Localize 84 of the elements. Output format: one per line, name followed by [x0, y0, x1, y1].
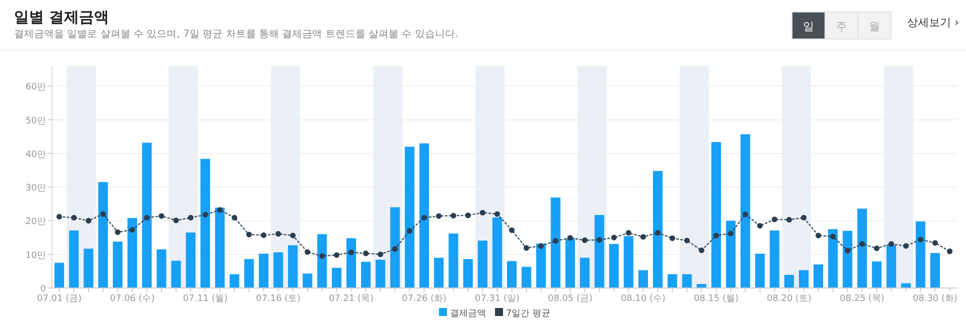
bar	[798, 270, 809, 288]
x-tick-label: 07.06 (수)	[110, 294, 155, 304]
bar	[638, 270, 648, 288]
x-tick-label: 07.26 (화)	[402, 294, 447, 304]
bar	[258, 254, 268, 288]
y-tick-label: 0	[40, 284, 46, 294]
bar	[550, 198, 560, 288]
text: 월	[869, 20, 880, 33]
bar	[857, 208, 867, 288]
bar	[522, 266, 532, 288]
bar	[127, 218, 138, 288]
x-tick-label: 08.05 (금)	[548, 294, 593, 304]
bar	[288, 245, 298, 288]
bar	[872, 261, 882, 288]
bar	[200, 158, 210, 288]
x-tick-label: 07.01 (금)	[36, 294, 82, 304]
bar	[332, 268, 342, 288]
bar	[404, 146, 414, 288]
x-tick-label: 08.10 (수)	[620, 294, 666, 304]
bar	[740, 134, 750, 288]
y-tick-label: 20만	[26, 217, 46, 228]
bar	[390, 207, 400, 288]
bar	[594, 215, 604, 288]
bar	[448, 234, 458, 288]
bar	[609, 244, 619, 288]
bar	[930, 253, 940, 288]
bar	[726, 220, 736, 288]
bar	[156, 249, 166, 288]
text: 일	[803, 20, 814, 33]
bar	[171, 260, 181, 288]
text: 상세보기 ›	[907, 16, 959, 29]
x-tick-label: 07.21 (목)	[328, 294, 374, 304]
bar	[580, 258, 590, 288]
bar	[346, 238, 356, 288]
bar	[916, 221, 926, 288]
bar	[419, 143, 430, 288]
x-tick-label: 07.11 (월)	[182, 294, 228, 304]
bar	[98, 182, 108, 288]
y-tick-label: 30만	[26, 184, 46, 194]
x-tick-label: 08.20 (토)	[766, 294, 812, 304]
bar	[376, 260, 386, 288]
bar	[69, 230, 79, 288]
y-tick-label: 60만	[26, 82, 46, 93]
bar	[478, 240, 488, 288]
bar	[273, 252, 284, 288]
bar	[186, 232, 196, 288]
bar	[784, 274, 794, 288]
x-tick-label: 08.15 (월)	[694, 294, 738, 304]
y-tick-label: 10만	[26, 250, 46, 261]
bar	[434, 258, 444, 288]
bar	[361, 262, 371, 288]
bar	[244, 259, 254, 288]
bar	[230, 274, 240, 288]
bar	[682, 274, 692, 288]
bar	[842, 230, 852, 288]
legend-label: 결제금액	[450, 309, 486, 319]
chart-subtitle: 결제금액을 일별로 살펴볼 수 있으며, 7일 평균 차트를 통해 결제금액 트렌드를 살펴볼 수 있습니다.	[14, 29, 458, 40]
y-tick-label: 50만	[26, 116, 46, 126]
text: 주	[836, 20, 847, 33]
bar	[84, 248, 94, 288]
bar	[770, 230, 780, 288]
bar	[302, 274, 312, 288]
bar	[317, 234, 327, 288]
x-tick-label: 08.30 (화)	[912, 294, 958, 304]
bar	[668, 274, 678, 288]
bar	[652, 170, 663, 288]
bar	[696, 284, 706, 288]
bar	[536, 244, 546, 288]
bar	[142, 142, 152, 288]
bar	[112, 242, 123, 288]
x-tick-label: 08.25 (목)	[840, 294, 884, 304]
bar	[814, 264, 824, 288]
x-tick-label: 07.31 (일)	[474, 294, 520, 304]
y-tick-label: 40만	[26, 150, 46, 160]
legend-label: 7일간 평균	[506, 309, 551, 319]
x-tick-label: 07.16 (토)	[256, 294, 301, 304]
bar	[463, 259, 473, 288]
bar	[711, 142, 721, 288]
bar	[215, 208, 225, 288]
chart-title: 일별 결제금액	[14, 8, 110, 26]
bar	[54, 262, 64, 288]
bar	[755, 254, 765, 288]
bar	[506, 261, 517, 288]
bar	[828, 229, 838, 288]
